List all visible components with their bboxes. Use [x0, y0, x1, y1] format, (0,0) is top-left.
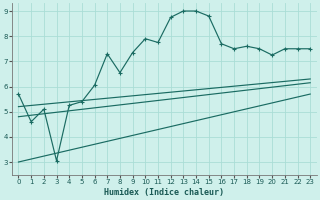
X-axis label: Humidex (Indice chaleur): Humidex (Indice chaleur)	[104, 188, 224, 197]
